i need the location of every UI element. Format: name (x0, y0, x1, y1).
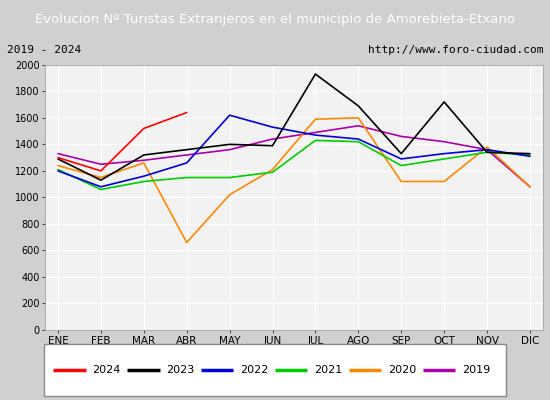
Text: 2019 - 2024: 2019 - 2024 (7, 45, 81, 55)
Text: 2024: 2024 (92, 365, 121, 375)
Text: 2023: 2023 (167, 365, 195, 375)
Text: 2019: 2019 (462, 365, 491, 375)
Text: 2021: 2021 (314, 365, 343, 375)
Text: 2022: 2022 (240, 365, 269, 375)
Text: http://www.foro-ciudad.com: http://www.foro-ciudad.com (368, 45, 543, 55)
Text: Evolucion Nº Turistas Extranjeros en el municipio de Amorebieta-Etxano: Evolucion Nº Turistas Extranjeros en el … (35, 13, 515, 26)
Text: 2020: 2020 (388, 365, 416, 375)
